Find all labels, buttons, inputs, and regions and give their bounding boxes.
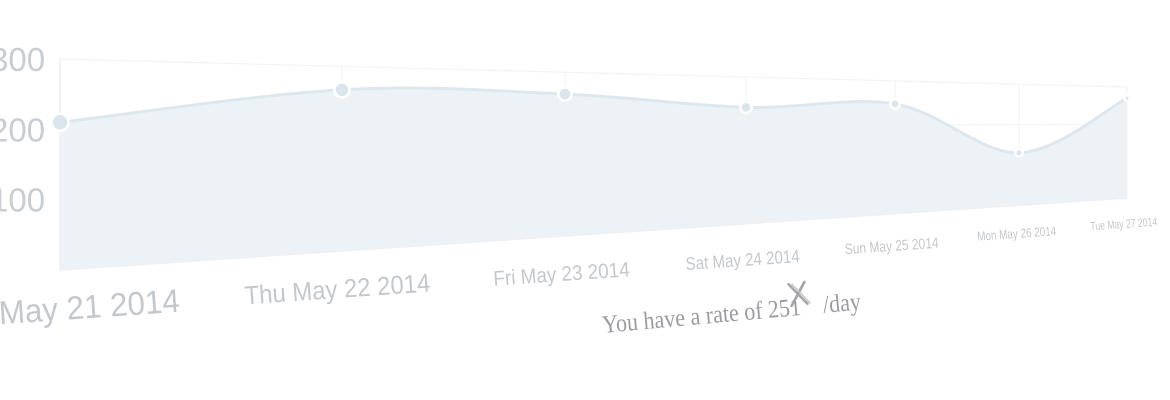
x-tick-label: Sat May 24 2014 [685, 246, 800, 274]
x-tick-label: Tue May 27 2014 [1090, 217, 1158, 234]
x-tick-group: Fri May 23 2014 [493, 258, 631, 291]
x-tick-label: May 21 2014 [0, 282, 181, 331]
x-tick-group: May 21 2014 [0, 282, 181, 331]
caption-text: You have a rate of 251/day [601, 288, 862, 339]
y-tick-label: 300 [0, 41, 45, 78]
series-line [59, 86, 1128, 155]
y-tick-label: 100 [0, 182, 45, 219]
y-tick-label: 200 [0, 111, 45, 148]
rate-caption: You have a rate of 251/day [601, 288, 862, 339]
caption-text-after: /day [822, 288, 863, 319]
data-point[interactable] [557, 86, 573, 102]
x-tick-label: Thu May 22 2014 [244, 269, 432, 311]
data-point[interactable] [333, 80, 351, 99]
data-point[interactable] [889, 97, 901, 110]
caption-text-before: You have a rate of 251 [601, 294, 802, 340]
x-tick-group: Mon May 26 2014 [977, 225, 1057, 244]
x-tick-group: Sun May 25 2014 [844, 234, 939, 257]
x-tick-group: Sat May 24 2014 [685, 246, 800, 274]
series-area [60, 88, 1127, 270]
x-icon[interactable] [787, 280, 811, 308]
x-tick-group: Tue May 27 2014 [1090, 217, 1158, 234]
y-axis-ticks: 100 200 300 [0, 41, 45, 219]
h-grid-line [59, 58, 1128, 88]
x-tick-label: Sun May 25 2014 [844, 234, 939, 257]
data-points [50, 80, 1132, 158]
data-point[interactable] [1122, 94, 1132, 103]
x-tick-label: Fri May 23 2014 [493, 258, 631, 291]
data-point[interactable] [1014, 147, 1024, 158]
data-point[interactable] [50, 112, 70, 133]
x-axis-ticks: May 21 2014 Thu May 22 2014 Fri May 23 201… [0, 217, 1158, 332]
x-tick-group: Thu May 22 2014 [244, 269, 432, 311]
data-point[interactable] [739, 100, 753, 115]
x-tick-label: Mon May 26 2014 [977, 225, 1057, 244]
